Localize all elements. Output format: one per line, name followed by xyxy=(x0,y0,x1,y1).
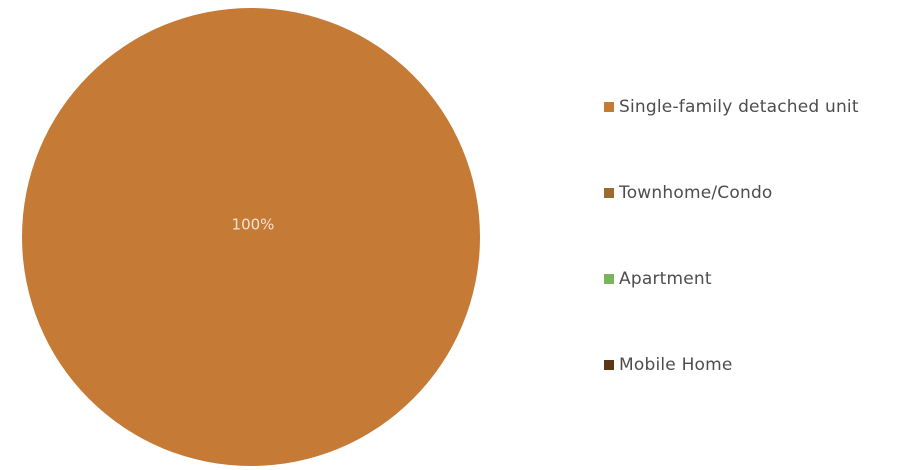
legend-item-townhome-condo: Townhome/Condo xyxy=(604,178,894,208)
legend-item-apartment: Apartment xyxy=(604,264,894,294)
pie-slice-0-label: 100% xyxy=(232,216,275,234)
legend-swatch-mobile-home xyxy=(604,360,614,370)
legend-item-single-family: Single-family detached unit xyxy=(604,92,894,122)
legend-item-mobile-home: Mobile Home xyxy=(604,350,894,380)
pie-slice-0 xyxy=(22,8,480,466)
legend-label-townhome-condo: Townhome/Condo xyxy=(619,183,773,203)
legend-swatch-townhome-condo xyxy=(604,188,614,198)
legend-label-single-family: Single-family detached unit xyxy=(619,97,859,117)
legend-label-mobile-home: Mobile Home xyxy=(619,355,733,375)
chart-legend: Single-family detached unit Townhome/Con… xyxy=(604,92,894,436)
legend-swatch-single-family xyxy=(604,102,614,112)
legend-swatch-apartment xyxy=(604,274,614,284)
legend-label-apartment: Apartment xyxy=(619,269,712,289)
